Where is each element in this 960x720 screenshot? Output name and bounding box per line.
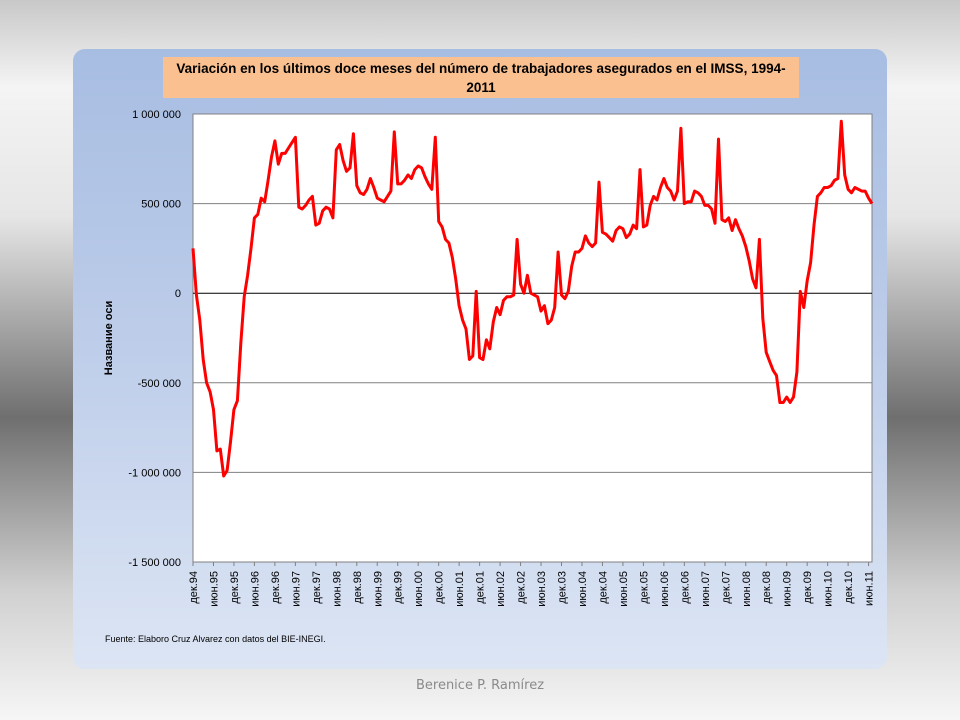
x-tick-label: июн.95 xyxy=(208,571,220,607)
x-tick-label: дек.02 xyxy=(516,571,528,604)
x-tick-label: дек.96 xyxy=(270,571,282,604)
chart-title: Variación en los últimos doce meses del … xyxy=(163,57,799,98)
source-note: Fuente: Elaboro Cruz Alvarez con datos d… xyxy=(105,634,326,644)
x-tick-label: июн.04 xyxy=(577,571,589,607)
y-tick-label: 1 000 000 xyxy=(132,109,181,121)
y-tick-label: 500 000 xyxy=(141,199,181,211)
x-tick-label: июн.02 xyxy=(495,571,507,607)
x-tick-label: июн.97 xyxy=(290,571,302,607)
x-tick-label: июн.96 xyxy=(249,571,261,607)
x-tick-label: июн.03 xyxy=(536,571,548,607)
x-tick-label: дек.97 xyxy=(311,571,323,604)
x-tick-label: июн.99 xyxy=(372,571,384,607)
x-tick-label: июн.98 xyxy=(331,571,343,607)
y-tick-label: 0 xyxy=(175,288,181,300)
x-tick-label: дек.01 xyxy=(475,571,487,604)
x-tick-label: июн.05 xyxy=(618,571,630,607)
plot-area xyxy=(192,113,873,563)
x-tick-label: дек.00 xyxy=(434,571,446,604)
x-tick-label: дек.08 xyxy=(761,571,773,604)
x-tick-label: дек.06 xyxy=(679,571,691,604)
series-line xyxy=(191,119,874,478)
x-tick-label: июн.06 xyxy=(659,571,671,607)
x-tick-label: июн.07 xyxy=(700,571,712,607)
x-tick-label: дек.03 xyxy=(557,571,569,604)
x-tick-label: дек.04 xyxy=(597,571,609,604)
y-tick-label: -1 000 000 xyxy=(128,467,181,479)
y-tick-label: -1 500 000 xyxy=(128,557,181,569)
x-tick-label: дек.94 xyxy=(188,571,200,604)
x-tick-label: дек.05 xyxy=(638,571,650,604)
x-tick-label: дек.07 xyxy=(720,571,732,604)
y-tick-label: -500 000 xyxy=(138,378,181,390)
x-tick-label: июн.08 xyxy=(741,571,753,607)
x-tick-label: июн.00 xyxy=(413,571,425,607)
x-tick-label: июн.01 xyxy=(454,571,466,607)
x-tick-label: июн.11 xyxy=(864,571,876,606)
x-tick-label: дек.98 xyxy=(352,571,364,604)
x-tick-label: июн.10 xyxy=(823,571,835,607)
x-tick-label: дек.95 xyxy=(229,571,241,604)
x-tick-label: дек.09 xyxy=(802,571,814,604)
footer-author: Berenice P. Ramírez xyxy=(415,678,545,693)
x-tick-label: дек.10 xyxy=(843,571,855,604)
x-tick-label: дек.99 xyxy=(393,571,405,604)
y-axis-title: Название оси xyxy=(103,301,115,375)
x-tick-label: июн.09 xyxy=(782,571,794,607)
